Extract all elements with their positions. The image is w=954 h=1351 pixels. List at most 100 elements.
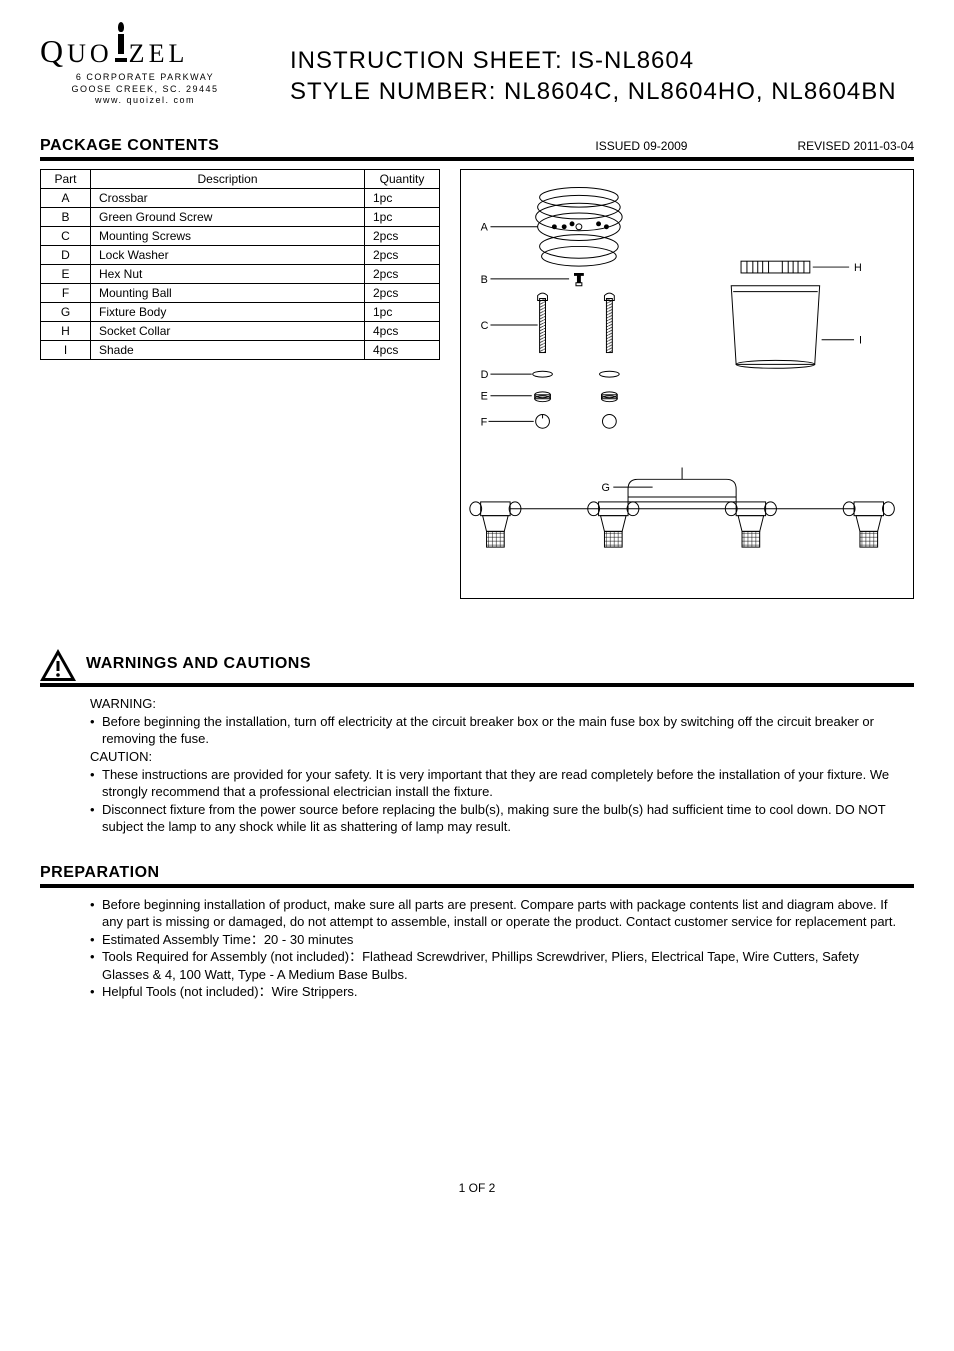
cell-quantity: 2pcs: [365, 246, 440, 265]
table-row: EHex Nut2pcs: [41, 265, 440, 284]
diagram-label-g: G: [602, 482, 610, 494]
table-row: FMounting Ball2pcs: [41, 284, 440, 303]
cell-quantity: 4pcs: [365, 322, 440, 341]
cell-quantity: 1pc: [365, 208, 440, 227]
warnings-body: WARNING: • Before beginning the installa…: [90, 695, 904, 835]
cell-description: Mounting Screws: [91, 227, 365, 246]
caution-bullet-2: • Disconnect fixture from the power sour…: [90, 801, 904, 836]
cell-description: Crossbar: [91, 189, 365, 208]
style-value: NL8604C, NL8604HO, NL8604BN: [504, 78, 897, 105]
cell-part: B: [41, 208, 91, 227]
prep-bullet-4-text: Helpful Tools (not included)：Wire Stripp…: [102, 983, 358, 1001]
cell-part: I: [41, 341, 91, 360]
table-row: DLock Washer2pcs: [41, 246, 440, 265]
issued-text: ISSUED 09-2009: [595, 139, 687, 153]
prep-bullet-3: • Tools Required for Assembly (not inclu…: [90, 948, 904, 983]
bullet-icon: •: [90, 983, 102, 1001]
col-part: Part: [41, 170, 91, 189]
warnings-rule: [40, 683, 914, 687]
bullet-icon: •: [90, 931, 102, 949]
style-line: STYLE NUMBER: NL8604C, NL8604HO, NL8604B…: [290, 76, 914, 107]
diagram-label-d: D: [481, 369, 489, 381]
prep-bullet-2-text: Estimated Assembly Time：20 - 30 minutes: [102, 931, 353, 949]
prep-bullet-3-text: Tools Required for Assembly (not include…: [102, 948, 904, 983]
preparation-rule: [40, 884, 914, 888]
cell-description: Green Ground Screw: [91, 208, 365, 227]
col-quantity: Quantity: [365, 170, 440, 189]
warnings-heading: WARNINGS AND CAUTIONS: [86, 655, 311, 673]
diagram-label-a: A: [481, 222, 489, 234]
cell-description: Fixture Body: [91, 303, 365, 322]
cell-part: G: [41, 303, 91, 322]
diagram-label-f: F: [481, 417, 488, 429]
cell-part: A: [41, 189, 91, 208]
caution-bullet-1-text: These instructions are provided for your…: [102, 766, 904, 801]
style-label: STYLE NUMBER:: [290, 78, 496, 105]
warning-label: WARNING:: [90, 695, 904, 713]
prep-bullet-2: • Estimated Assembly Time：20 - 30 minute…: [90, 931, 904, 949]
caution-bullet-2-text: Disconnect fixture from the power source…: [102, 801, 904, 836]
bullet-icon: •: [90, 801, 102, 836]
table-row: GFixture Body1pc: [41, 303, 440, 322]
prep-bullet-4: • Helpful Tools (not included)：Wire Stri…: [90, 983, 904, 1001]
logo-block: QUOZEL 6 CORPORATE PARKWAY GOOSE CREEK, …: [40, 30, 250, 107]
cell-quantity: 2pcs: [365, 265, 440, 284]
instruction-line: INSTRUCTION SHEET: IS-NL8604: [290, 45, 914, 76]
prep-bullet-1-text: Before beginning installation of product…: [102, 896, 904, 931]
package-heading: PACKAGE CONTENTS: [40, 137, 219, 155]
col-description: Description: [91, 170, 365, 189]
bullet-icon: •: [90, 713, 102, 748]
caution-bullet-1: • These instructions are provided for yo…: [90, 766, 904, 801]
cell-part: F: [41, 284, 91, 303]
warnings-header-row: WARNINGS AND CAUTIONS: [40, 649, 914, 681]
issued-revised: ISSUED 09-2009 REVISED 2011-03-04: [595, 139, 914, 153]
bullet-icon: •: [90, 948, 102, 983]
diagram-label-c: C: [481, 320, 489, 332]
bullet-icon: •: [90, 896, 102, 931]
header-row: QUOZEL 6 CORPORATE PARKWAY GOOSE CREEK, …: [40, 30, 914, 107]
diagram-label-h: H: [854, 262, 862, 274]
cell-quantity: 1pc: [365, 189, 440, 208]
caution-label: CAUTION:: [90, 748, 904, 766]
cell-quantity: 1pc: [365, 303, 440, 322]
table-header-row: Part Description Quantity: [41, 170, 440, 189]
preparation-section: PREPARATION • Before beginning installat…: [40, 864, 914, 1001]
address-line-2: GOOSE CREEK, SC. 29445: [40, 84, 250, 96]
cell-description: Shade: [91, 341, 365, 360]
parts-table: Part Description Quantity ACrossbar1pcBG…: [40, 169, 440, 360]
package-header-row: PACKAGE CONTENTS ISSUED 09-2009 REVISED …: [40, 137, 914, 155]
section-rule: [40, 157, 914, 161]
table-row: BGreen Ground Screw1pc: [41, 208, 440, 227]
parts-diagram: A B C: [460, 169, 914, 599]
table-row: CMounting Screws2pcs: [41, 227, 440, 246]
cell-description: Lock Washer: [91, 246, 365, 265]
warning-bullet-text: Before beginning the installation, turn …: [102, 713, 904, 748]
instruction-value: IS-NL8604: [570, 47, 694, 74]
cell-part: D: [41, 246, 91, 265]
cell-description: Hex Nut: [91, 265, 365, 284]
preparation-heading: PREPARATION: [40, 864, 914, 882]
cell-quantity: 2pcs: [365, 227, 440, 246]
cell-quantity: 2pcs: [365, 284, 440, 303]
page-number: 1 OF 2: [40, 1181, 914, 1195]
diagram-label-e: E: [481, 391, 488, 403]
logo-address: 6 CORPORATE PARKWAY GOOSE CREEK, SC. 294…: [40, 72, 250, 107]
table-row: IShade4pcs: [41, 341, 440, 360]
cell-part: H: [41, 322, 91, 341]
cell-part: C: [41, 227, 91, 246]
instruction-label: INSTRUCTION SHEET:: [290, 47, 563, 74]
cell-part: E: [41, 265, 91, 284]
revised-text: REVISED 2011-03-04: [797, 139, 914, 153]
table-row: ACrossbar1pc: [41, 189, 440, 208]
cell-description: Mounting Ball: [91, 284, 365, 303]
address-line-1: 6 CORPORATE PARKWAY: [40, 72, 250, 84]
cell-quantity: 4pcs: [365, 341, 440, 360]
table-row: HSocket Collar4pcs: [41, 322, 440, 341]
diagram-label-b: B: [481, 274, 488, 286]
warning-icon: [40, 649, 76, 681]
diagram-label-i: I: [859, 335, 862, 347]
website: www. quoizel. com: [40, 95, 250, 107]
cell-description: Socket Collar: [91, 322, 365, 341]
warning-bullet: • Before beginning the installation, tur…: [90, 713, 904, 748]
preparation-body: • Before beginning installation of produ…: [90, 896, 904, 1001]
